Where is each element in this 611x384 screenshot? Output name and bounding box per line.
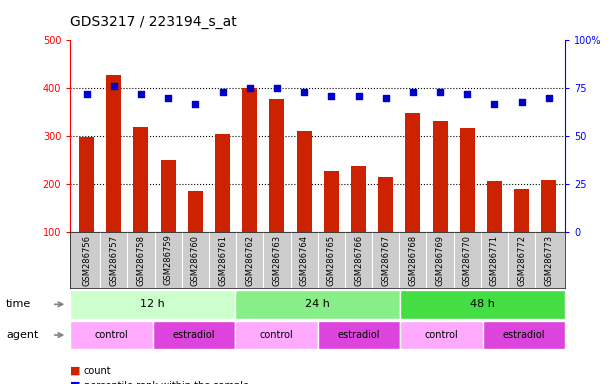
Bar xyxy=(400,321,483,349)
Text: GSM286770: GSM286770 xyxy=(463,235,472,286)
Text: agent: agent xyxy=(6,330,38,340)
Bar xyxy=(161,161,175,232)
Bar xyxy=(541,180,557,232)
Text: GSM286772: GSM286772 xyxy=(517,235,526,286)
Bar xyxy=(406,113,420,232)
Point xyxy=(245,85,255,91)
Point xyxy=(489,101,499,107)
Text: GSM286771: GSM286771 xyxy=(490,235,499,286)
Bar xyxy=(106,75,121,232)
Point xyxy=(326,93,336,99)
Bar xyxy=(487,181,502,232)
Text: GSM286757: GSM286757 xyxy=(109,235,119,286)
Text: GDS3217 / 223194_s_at: GDS3217 / 223194_s_at xyxy=(70,15,237,29)
Text: count: count xyxy=(84,366,111,376)
Bar xyxy=(297,131,312,232)
Text: GSM286762: GSM286762 xyxy=(245,235,254,286)
Point xyxy=(381,95,390,101)
Text: GSM286764: GSM286764 xyxy=(299,235,309,286)
Text: GSM286760: GSM286760 xyxy=(191,235,200,286)
Text: control: control xyxy=(425,330,458,340)
Bar xyxy=(324,171,338,232)
Bar xyxy=(215,134,230,232)
Bar xyxy=(351,166,366,232)
Bar xyxy=(483,321,565,349)
Point xyxy=(463,91,472,97)
Text: ■: ■ xyxy=(70,381,84,384)
Text: GSM286773: GSM286773 xyxy=(544,235,554,286)
Text: 48 h: 48 h xyxy=(470,299,495,310)
Point xyxy=(191,101,200,107)
Text: GSM286761: GSM286761 xyxy=(218,235,227,286)
Text: GSM286766: GSM286766 xyxy=(354,235,363,286)
Point xyxy=(82,91,92,97)
Bar xyxy=(235,321,318,349)
Point xyxy=(544,95,554,101)
Text: time: time xyxy=(6,299,31,310)
Bar xyxy=(378,177,393,232)
Bar xyxy=(133,127,148,232)
Text: control: control xyxy=(95,330,128,340)
Text: estradiol: estradiol xyxy=(173,330,215,340)
Bar xyxy=(188,190,203,232)
Bar xyxy=(400,290,565,319)
Bar xyxy=(235,290,400,319)
Text: ■: ■ xyxy=(70,366,84,376)
Bar xyxy=(269,99,284,232)
Text: GSM286758: GSM286758 xyxy=(136,235,145,286)
Text: control: control xyxy=(260,330,293,340)
Text: 24 h: 24 h xyxy=(306,299,330,310)
Text: percentile rank within the sample: percentile rank within the sample xyxy=(84,381,249,384)
Point xyxy=(408,89,418,95)
Text: 12 h: 12 h xyxy=(141,299,165,310)
Text: GSM286767: GSM286767 xyxy=(381,235,390,286)
Point xyxy=(136,91,146,97)
Point xyxy=(272,85,282,91)
Point xyxy=(163,95,173,101)
Point xyxy=(354,93,364,99)
Text: GSM286756: GSM286756 xyxy=(82,235,91,286)
Text: estradiol: estradiol xyxy=(338,330,380,340)
Text: estradiol: estradiol xyxy=(503,330,545,340)
Bar xyxy=(433,121,448,232)
Bar xyxy=(242,88,257,232)
Text: GSM286765: GSM286765 xyxy=(327,235,336,286)
Bar xyxy=(318,321,400,349)
Bar xyxy=(153,321,235,349)
Point xyxy=(435,89,445,95)
Text: GSM286769: GSM286769 xyxy=(436,235,445,286)
Text: GSM286768: GSM286768 xyxy=(408,235,417,286)
Bar xyxy=(70,321,153,349)
Bar xyxy=(70,290,235,319)
Point xyxy=(109,83,119,89)
Point xyxy=(517,99,527,105)
Bar xyxy=(79,137,94,232)
Bar xyxy=(460,127,475,232)
Point xyxy=(299,89,309,95)
Text: GSM286759: GSM286759 xyxy=(164,235,173,285)
Text: GSM286763: GSM286763 xyxy=(273,235,282,286)
Point xyxy=(218,89,227,95)
Bar xyxy=(514,189,529,232)
